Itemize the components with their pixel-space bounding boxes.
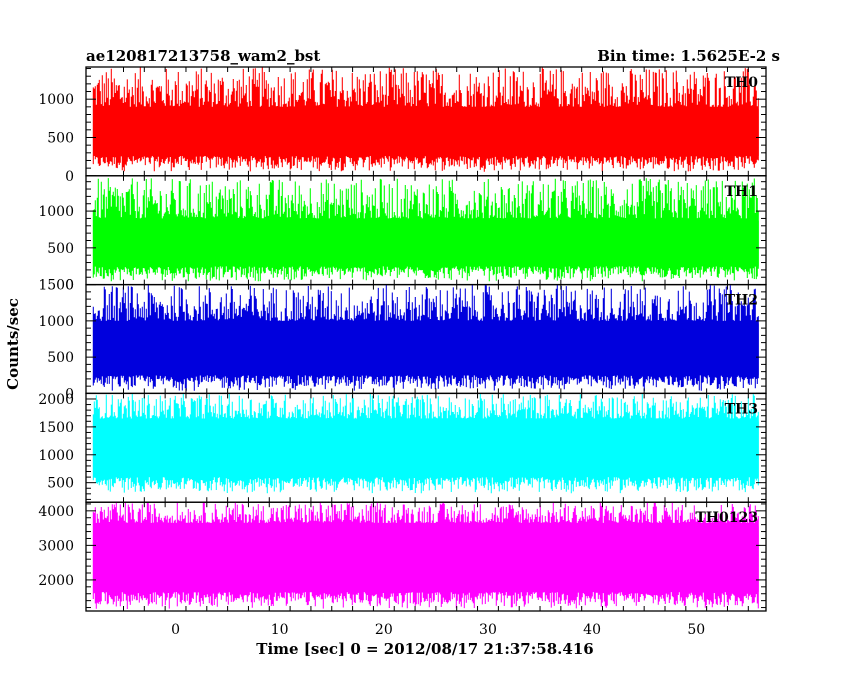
- panel-label-th0: TH0: [725, 75, 759, 91]
- series-core-th1: [93, 220, 759, 267]
- panel-th0: 0 500 1000 TH0: [38, 66, 767, 185]
- y-tick-label: 0: [65, 386, 74, 402]
- y-tick-label: 1000: [38, 314, 74, 330]
- y-tick-label: 500: [47, 130, 74, 146]
- x-tick-label: 10: [271, 622, 289, 638]
- x-axis-group: 0 10 20 30 40 50: [171, 622, 705, 638]
- panel-th0123: 2000 3000 4000 TH0123: [38, 501, 767, 612]
- y-axis-label: Counts/sec: [4, 298, 22, 390]
- y-tick-label: 500: [47, 350, 74, 366]
- panel-th3: 500 1000 1500 2000 TH3: [38, 392, 767, 503]
- figure-title-right: Bin time: 1.5625E-2 s: [597, 47, 780, 65]
- panel-label-th2: TH2: [725, 293, 758, 309]
- y-tick-label: 2000: [38, 573, 74, 589]
- figure-title-left: ae120817213758_wam2_bst: [86, 47, 320, 65]
- panel-label-th0123: TH0123: [695, 510, 758, 526]
- panel-label-th3: TH3: [725, 401, 758, 417]
- panels-group: 0 500 1000 TH0 0 500 1000 TH1 0 500 1000 1500 TH2 500…: [38, 66, 767, 612]
- panel-frame: [85, 501, 767, 612]
- x-axis-label: Time [sec] 0 = 2012/08/17 21:37:58.416: [256, 640, 593, 658]
- y-tick-label: 3000: [38, 538, 74, 554]
- y-tick-label: 0: [65, 169, 74, 185]
- series-core-th0123: [93, 526, 759, 593]
- x-tick-label: 30: [479, 622, 497, 638]
- panel-th1: 0 500 1000 TH1: [38, 175, 767, 294]
- y-tick-label: 500: [47, 476, 74, 492]
- y-tick-label: 1000: [38, 448, 74, 464]
- y-tick-label: 1000: [38, 204, 74, 220]
- x-tick-label: 40: [583, 622, 601, 638]
- y-tick-label: 1500: [38, 420, 74, 436]
- series-core-th3: [93, 421, 759, 478]
- panel-th2: 0 500 1000 1500 TH2: [38, 278, 767, 402]
- x-tick-label: 0: [171, 622, 180, 638]
- y-tick-label: 0: [65, 278, 74, 294]
- y-tick-label: 2000: [38, 392, 74, 408]
- series-core-th2: [93, 323, 759, 376]
- y-tick-label: 4000: [38, 504, 74, 520]
- x-tick-label: 20: [375, 622, 393, 638]
- y-tick-label: 500: [47, 241, 74, 257]
- y-tick-label: 1000: [38, 92, 74, 108]
- y-tick-label: 1500: [38, 278, 74, 294]
- series-core-th0: [93, 109, 759, 156]
- panel-label-th1: TH1: [725, 184, 758, 200]
- x-tick-label: 50: [687, 622, 705, 638]
